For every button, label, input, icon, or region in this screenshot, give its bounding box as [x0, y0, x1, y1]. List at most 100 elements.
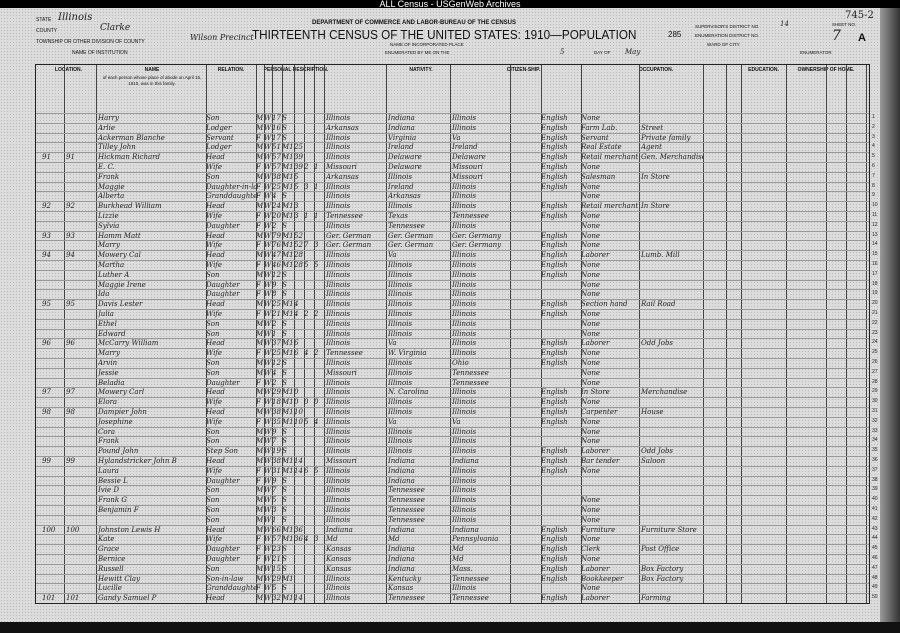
birthplace-person: Illinois — [326, 339, 351, 348]
marital-status: S — [282, 359, 287, 367]
industry: Box Factory — [641, 574, 684, 583]
relation: Son — [206, 270, 220, 279]
birthplace-person: Illinois — [326, 506, 351, 514]
birthplace-person: Illinois — [326, 427, 351, 436]
person-name: Laura — [98, 466, 119, 475]
sex: M — [256, 525, 264, 534]
marital-status: M1 — [282, 535, 294, 544]
dwelling-number: 96 — [42, 339, 51, 348]
children-living: 2 — [314, 310, 319, 318]
table-row: Ackerman Blanche Servant F W 17 S Illinois Virg… — [36, 132, 869, 144]
line-number: 10 — [872, 202, 878, 209]
age: 66 — [272, 525, 281, 534]
line-number: 1 — [872, 114, 875, 120]
column-divider — [541, 65, 542, 603]
race: W — [264, 182, 272, 191]
age: 38 — [272, 408, 281, 416]
relation: Head — [206, 388, 225, 397]
birthplace-father: Indiana — [388, 564, 415, 573]
birthplace-person: Arkansas — [326, 123, 359, 132]
sheet-side: A — [858, 32, 866, 44]
relation: Son — [206, 506, 220, 514]
table-row: Marry Wife F W 76 M1 52 7 3 Ger. German Ger. Germa… — [36, 240, 869, 251]
line-number: 34 — [872, 437, 878, 444]
years-married: 14 — [294, 594, 303, 603]
township-value: Wilson Precinct — [190, 33, 254, 42]
birthplace-person: Illinois — [326, 153, 351, 162]
age: 21 — [272, 310, 281, 318]
age: 29 — [272, 574, 281, 583]
birthplace-person: Missouri — [326, 457, 357, 465]
birthplace-person: Illinois — [326, 437, 351, 446]
family-number: 93 — [66, 231, 75, 240]
occupation: None — [581, 270, 600, 279]
column-header-location: LOCATION. — [54, 67, 83, 73]
race: W — [264, 339, 272, 348]
column-header-education: EDUCATION. — [748, 67, 779, 73]
birthplace-mother: Illinois — [452, 466, 477, 475]
birthplace-person: Missouri — [326, 163, 357, 171]
birthplace-person: Illinois — [326, 378, 351, 387]
age: 7 — [272, 437, 277, 446]
occupation: In Store — [581, 388, 610, 397]
birthplace-father: W. Virginia — [388, 349, 427, 358]
years-married: 36 — [294, 525, 303, 534]
birthplace-person: Illinois — [326, 202, 351, 211]
language: English — [541, 408, 568, 416]
birthplace-person: Md — [326, 535, 338, 544]
occupation: Laborer — [581, 251, 610, 260]
race: W — [264, 574, 272, 583]
relation: Son — [206, 496, 220, 505]
age: 25 — [272, 349, 281, 358]
column-divider — [846, 65, 847, 603]
table-row: Alberta Granddaughter F W 4 S Illinois Arkansas… — [36, 191, 869, 202]
marital-status: M1 — [282, 398, 294, 407]
birthplace-father: Illinois — [388, 398, 413, 407]
language: English — [541, 163, 568, 171]
person-name: Edward — [98, 329, 126, 338]
person-name: Frank — [98, 437, 120, 446]
column-divider — [581, 65, 582, 603]
birthplace-mother: Ireland — [452, 143, 478, 152]
occupation: None — [581, 310, 600, 318]
industry: Merchandise — [641, 388, 688, 397]
language: English — [541, 417, 568, 426]
sex: F — [256, 466, 261, 475]
age: 7 — [272, 486, 277, 495]
marital-status: S — [282, 486, 287, 495]
age: 18 — [272, 398, 281, 407]
language: English — [541, 564, 568, 573]
marital-status: S — [282, 270, 287, 279]
census-table: LOCATION. NAME of each person whose plac… — [35, 64, 870, 604]
dwelling-number: 92 — [42, 202, 51, 211]
age: 38 — [272, 172, 281, 181]
industry: Lumb. Mill — [641, 251, 680, 260]
children-born: 2 — [304, 163, 309, 171]
table-row: Frank Son M W 7 S Illinois Illinois Illinois None — [36, 436, 869, 447]
birthplace-father: Illinois — [388, 408, 413, 416]
table-row: Bernice Daughter F W 21 S Kansas Indiana Md Engli… — [36, 554, 869, 565]
children-born: 0 — [304, 398, 309, 407]
industry: Odd Jobs — [641, 447, 674, 456]
occupation: None — [581, 290, 600, 299]
person-name: Tilley John — [98, 143, 136, 152]
person-name: Grace — [98, 545, 120, 554]
language: English — [541, 349, 568, 358]
family-number: 100 — [66, 525, 80, 534]
dwelling-number: 99 — [42, 457, 51, 465]
line-number: 15 — [872, 251, 878, 258]
table-row: Jessie Son M W 4 S Missouri Illinois Tennessee No… — [36, 367, 869, 379]
sex: F — [256, 584, 261, 593]
birthplace-person: Illinois — [326, 133, 351, 142]
occupation: None — [581, 496, 600, 505]
industry: Farming — [641, 594, 671, 603]
relation: Son-in-law — [206, 574, 244, 583]
marital-status: M1 — [282, 466, 294, 475]
birthplace-mother: Tennessee — [452, 378, 489, 387]
column-divider — [639, 65, 640, 603]
line-number: 46 — [872, 555, 878, 561]
years-married: 25 — [294, 143, 303, 152]
relation: Wife — [206, 466, 223, 475]
column-header-name-description: of each person whose place of abode on A… — [102, 75, 202, 86]
birthplace-father: Tennessee — [388, 496, 425, 505]
